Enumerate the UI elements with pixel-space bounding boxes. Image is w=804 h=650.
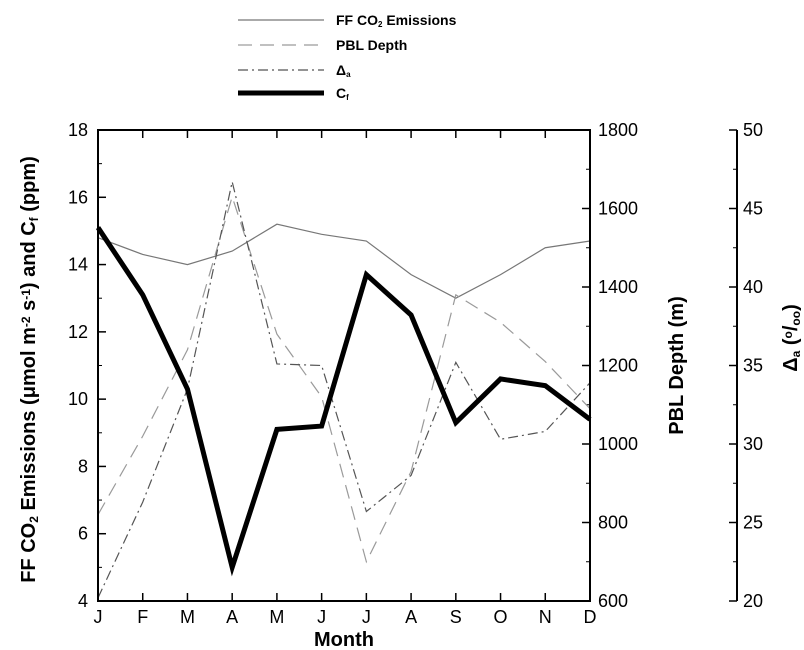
series-line-pbl <box>97 194 591 564</box>
plot-frame <box>97 129 591 602</box>
right2-tick-label: 30 <box>743 434 763 454</box>
x-tick-label: J <box>362 607 371 627</box>
left-tick-label: 12 <box>68 322 88 342</box>
right1-tick-label: 800 <box>598 513 628 533</box>
left-tick-label: 18 <box>68 120 88 140</box>
right1-tick-label: 1400 <box>598 277 638 297</box>
right2-tick-label: 25 <box>743 513 763 533</box>
x-tick-label: M <box>180 607 195 627</box>
left-tick-label: 10 <box>68 389 88 409</box>
legend-label-ff: FF CO2 Emissions <box>336 12 457 29</box>
right2-tick-label: 40 <box>743 277 763 297</box>
left-tick-label: 6 <box>78 524 88 544</box>
legend: FF CO2 Emissions PBL Depth Δa Cf <box>238 12 457 102</box>
x-tick-label: M <box>269 607 284 627</box>
right1-tick-label: 1200 <box>598 356 638 376</box>
right2-tick-label: 45 <box>743 199 763 219</box>
x-tick-label: A <box>405 607 417 627</box>
left-axis-title: FF CO2 Emissions (μmol m-2 s-1) and Cf (… <box>18 156 41 583</box>
right1-tick-label: 1000 <box>598 434 638 454</box>
left-tick-label: 8 <box>78 456 88 476</box>
x-axis-title: Month <box>314 629 374 650</box>
series-line-cf <box>95 226 592 577</box>
right1-axis-title: PBL Depth (m) <box>666 296 688 435</box>
right1-tick-label: 600 <box>598 591 628 611</box>
legend-label-cf: Cf <box>336 85 349 102</box>
series-group <box>95 181 592 599</box>
series-line-delta <box>97 181 591 599</box>
right2-axis-title: Δa (o/oo) <box>780 304 803 372</box>
left-tick-label: 14 <box>68 255 88 275</box>
x-tick-label: N <box>539 607 552 627</box>
x-tick-label: J <box>317 607 326 627</box>
right1-tick-label: 1800 <box>598 120 638 140</box>
legend-label-delta: Δa <box>336 62 351 79</box>
x-tick-label: F <box>137 607 148 627</box>
axes: J F M A M J J A S O N D Month 4 6 8 10 12 14 16 18 FF CO2 Emi… <box>18 120 803 650</box>
right2-tick-label: 20 <box>743 591 763 611</box>
x-tick-label: O <box>494 607 508 627</box>
x-tick-label: J <box>94 607 103 627</box>
x-tick-label: S <box>450 607 462 627</box>
right1-tick-label: 1600 <box>598 199 638 219</box>
x-tick-label: A <box>226 607 238 627</box>
left-tick-label: 4 <box>78 591 88 611</box>
right2-tick-label: 50 <box>743 120 763 140</box>
x-tick-label: D <box>584 607 597 627</box>
legend-label-pbl: PBL Depth <box>336 37 407 53</box>
left-tick-label: 16 <box>68 187 88 207</box>
series-line-ff <box>97 223 591 299</box>
right2-tick-label: 35 <box>743 356 763 376</box>
